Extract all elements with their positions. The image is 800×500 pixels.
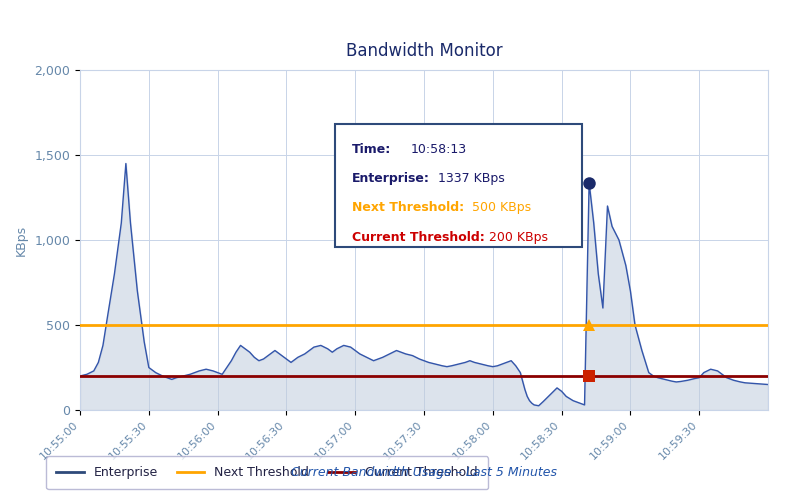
Text: Current Bandwidth Usage – Last 5 Minutes: Current Bandwidth Usage – Last 5 Minutes xyxy=(291,466,557,479)
Text: Time:: Time: xyxy=(352,143,391,156)
Y-axis label: KBps: KBps xyxy=(14,224,27,256)
Text: 10:58:13: 10:58:13 xyxy=(410,143,466,156)
FancyBboxPatch shape xyxy=(334,124,582,247)
Legend: Enterprise, Next Threshold, Current Threshold: Enterprise, Next Threshold, Current Thre… xyxy=(46,456,488,489)
Title: Bandwidth Monitor: Bandwidth Monitor xyxy=(346,42,502,60)
Text: Enterprise:: Enterprise: xyxy=(352,172,430,185)
Text: Current Threshold:: Current Threshold: xyxy=(352,230,485,243)
Text: 200 KBps: 200 KBps xyxy=(490,230,548,243)
Text: Next Threshold:: Next Threshold: xyxy=(352,202,464,214)
Text: 1337 KBps: 1337 KBps xyxy=(438,172,505,185)
Text: 500 KBps: 500 KBps xyxy=(472,202,531,214)
